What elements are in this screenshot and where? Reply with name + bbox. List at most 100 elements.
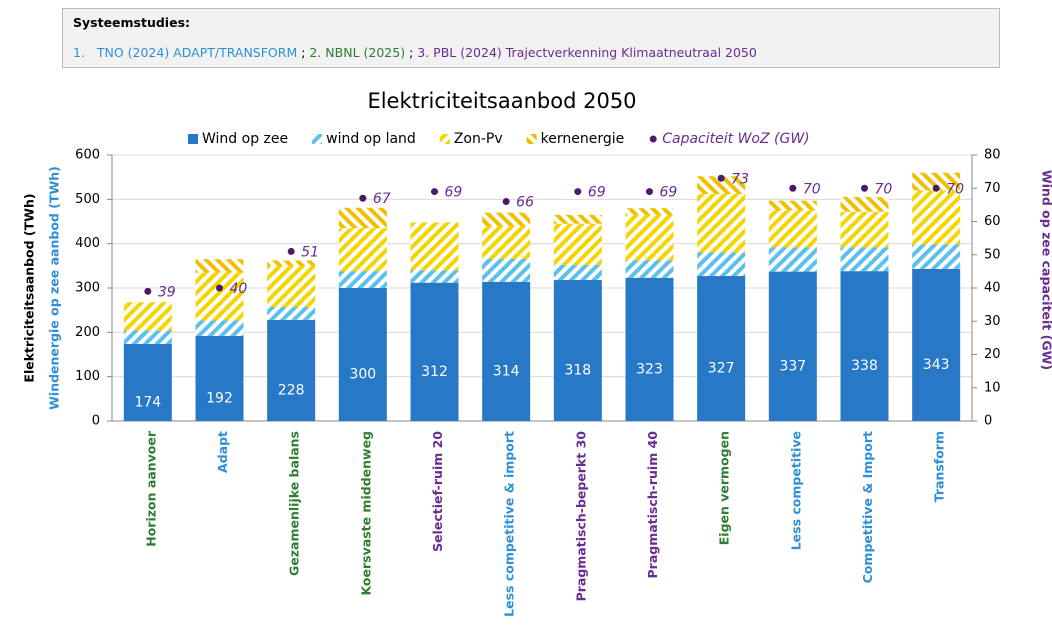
data-label: 337 bbox=[779, 358, 806, 374]
bar-segment bbox=[123, 302, 172, 331]
bar-segment bbox=[840, 247, 889, 272]
bar-segment bbox=[195, 259, 244, 273]
bar-segment bbox=[840, 211, 889, 248]
data-label: 312 bbox=[421, 364, 448, 380]
y2-axis-label: Wind op zee capaciteit (GW) bbox=[1040, 170, 1052, 370]
y2-tick-label: 30 bbox=[984, 314, 1001, 329]
header-segment: ; bbox=[405, 45, 418, 60]
bar-segment bbox=[553, 280, 602, 421]
x-tick-label: Less competitive bbox=[788, 431, 803, 550]
data-label: 343 bbox=[923, 357, 950, 373]
capacity-point bbox=[431, 188, 438, 196]
bar-segment bbox=[482, 258, 531, 282]
capacity-point bbox=[502, 198, 510, 206]
legend-label: Zon-Pv bbox=[454, 131, 503, 147]
bar-segment bbox=[912, 268, 961, 421]
bar-segment bbox=[553, 223, 602, 265]
x-tick-label: Adapt bbox=[215, 431, 230, 473]
data-label: 192 bbox=[206, 390, 233, 406]
legend-label: Capaciteit WoZ (GW) bbox=[662, 131, 809, 147]
y2-tick-label: 60 bbox=[984, 214, 1001, 229]
bar-segment bbox=[912, 244, 961, 269]
y2-tick-label: 80 bbox=[984, 148, 1001, 163]
y2-tick-label: 0 bbox=[984, 414, 992, 429]
legend-swatch bbox=[526, 134, 537, 144]
data-label: 228 bbox=[278, 382, 305, 398]
capacity-label: 69 bbox=[660, 185, 678, 201]
y2-tick-label: 50 bbox=[984, 247, 1001, 262]
x-tick-label: Transform bbox=[932, 431, 947, 502]
bar-segment bbox=[625, 260, 674, 278]
bar-segment bbox=[768, 210, 817, 248]
data-label: 327 bbox=[708, 361, 735, 377]
capacity-point bbox=[861, 184, 868, 192]
legend-label: kernenergie bbox=[541, 131, 625, 147]
data-label: 338 bbox=[851, 358, 878, 374]
bar-segment bbox=[625, 277, 674, 421]
bar-segment bbox=[768, 271, 817, 421]
header-segment: 1. TNO (2024) ADAPT/TRANSFORM bbox=[73, 45, 298, 60]
legend-swatch bbox=[439, 134, 450, 144]
legend-label: Wind op zee bbox=[202, 131, 288, 147]
bar-segment bbox=[338, 207, 387, 229]
bar-segment bbox=[267, 319, 316, 421]
bar-segment bbox=[482, 212, 531, 226]
capacity-label: 66 bbox=[516, 195, 534, 211]
bar-segment bbox=[123, 343, 172, 421]
header-segment: ; bbox=[297, 45, 310, 60]
legend-swatch bbox=[312, 134, 323, 144]
header-title: Systeemstudies: bbox=[73, 15, 191, 30]
bar-segment bbox=[482, 225, 531, 259]
capacity-label: 39 bbox=[158, 284, 176, 300]
y-tick-label: 500 bbox=[75, 192, 100, 207]
y-tick-label: 200 bbox=[75, 325, 100, 340]
bar-segment bbox=[912, 172, 961, 191]
bar-segment bbox=[267, 260, 316, 266]
y2-tick-label: 20 bbox=[984, 347, 1001, 362]
bar-segment bbox=[840, 271, 889, 421]
bar-segment bbox=[625, 214, 674, 261]
chart-title: Elektriciteitsaanbod 2050 bbox=[367, 89, 636, 113]
bar-segment bbox=[195, 320, 244, 336]
bar-segment bbox=[410, 270, 459, 283]
capacity-label: 51 bbox=[301, 244, 319, 260]
legend-swatch bbox=[188, 134, 198, 144]
x-tick-label: Pragmatisch-ruim 40 bbox=[645, 431, 660, 579]
capacity-point bbox=[359, 194, 367, 202]
bar-segment bbox=[768, 200, 817, 211]
header: Systeemstudies: 1. TNO (2024) ADAPT/TRAN… bbox=[62, 8, 1000, 68]
y-tick-label: 600 bbox=[75, 148, 100, 163]
capacity-label: 69 bbox=[588, 185, 606, 201]
header-segment: 3. PBL (2024) Trajectverkenning Klimaatn… bbox=[417, 45, 757, 60]
x-tick-label: Koersvaste middenweg bbox=[358, 431, 373, 596]
x-tick-label: Pragmatisch-beperkt 30 bbox=[573, 431, 588, 602]
bar-segment bbox=[625, 208, 674, 215]
header-segment: 2. NBNL (2025) bbox=[309, 45, 406, 60]
bar-segment bbox=[697, 194, 746, 253]
x-tick-label: Less competitive & import bbox=[502, 431, 517, 617]
capacity-label: 70 bbox=[803, 181, 821, 197]
capacity-point bbox=[717, 174, 725, 182]
y2-tick-label: 70 bbox=[984, 181, 1001, 196]
bar-segment bbox=[123, 330, 172, 344]
capacity-point bbox=[932, 184, 940, 192]
capacity-label: 70 bbox=[946, 181, 964, 197]
y-tick-label: 100 bbox=[75, 369, 100, 384]
capacity-point bbox=[216, 284, 223, 292]
bar-segment bbox=[553, 214, 602, 224]
data-label: 300 bbox=[349, 367, 376, 383]
legend-label: wind op land bbox=[326, 131, 416, 147]
bar-segment bbox=[768, 247, 817, 272]
data-label: 174 bbox=[134, 394, 161, 410]
bar-segment bbox=[482, 281, 531, 421]
capacity-label: 69 bbox=[445, 185, 463, 201]
header-line: 1. TNO (2024) ADAPT/TRANSFORM ; 2. NBNL … bbox=[73, 45, 757, 60]
x-tick-label: Eigen vermogen bbox=[717, 431, 732, 545]
capacity-label: 73 bbox=[731, 171, 749, 187]
y-axis-label: Elektriciteitsaanbod (TWh) bbox=[22, 193, 37, 382]
x-tick-label: Gezamenlijke balans bbox=[287, 431, 302, 576]
bar-segment bbox=[912, 190, 961, 245]
y2-tick-label: 10 bbox=[984, 380, 1001, 395]
